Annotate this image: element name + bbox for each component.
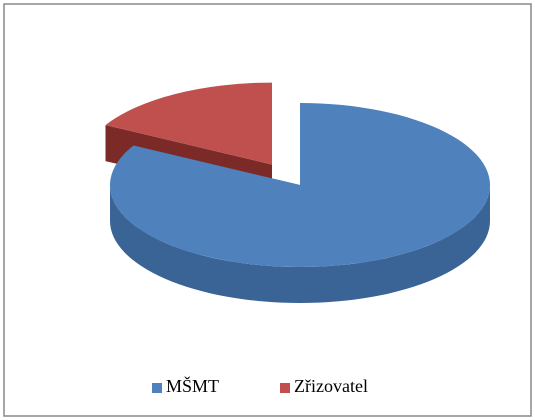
legend-label: MŠMT <box>166 375 219 396</box>
legend-swatch <box>152 383 162 393</box>
slice-side <box>110 185 490 303</box>
pie-slice <box>105 82 273 165</box>
legend-label: Zřizovatel <box>294 376 368 396</box>
legend-swatch <box>280 383 290 393</box>
pie-slice <box>109 103 490 267</box>
